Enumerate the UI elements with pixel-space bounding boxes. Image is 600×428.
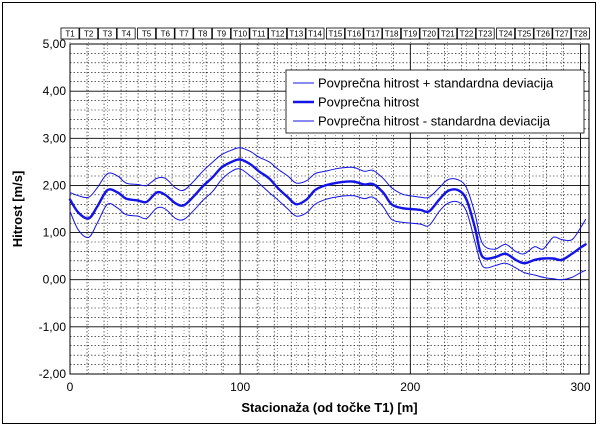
- point-marker-label: T9: [217, 30, 227, 39]
- point-marker-box: [116, 27, 136, 40]
- point-marker-label: T17: [366, 30, 380, 39]
- point-marker-label: T7: [179, 30, 189, 39]
- y-tick-label: 5,00: [43, 37, 67, 51]
- point-marker-label: T11: [252, 30, 266, 39]
- point-marker-label: T10: [233, 30, 247, 39]
- x-axis-title: Stacionaža (od točke T1) [m]: [241, 400, 417, 415]
- point-marker-label: T16: [347, 30, 361, 39]
- point-marker-box: [363, 27, 383, 40]
- point-marker-label: T23: [478, 30, 492, 39]
- point-marker-box: [533, 27, 553, 40]
- legend: Povprečna hitrost + standardna deviacija…: [285, 69, 585, 134]
- point-marker-box: [382, 27, 402, 40]
- legend-label: Povprečna hitrost + standardna deviacija: [318, 76, 554, 91]
- point-marker-label: T15: [329, 30, 343, 39]
- x-tick-label: 0: [67, 380, 74, 394]
- legend-label: Povprečna hitrost - standardna deviacija: [318, 114, 551, 129]
- point-marker-label: T13: [289, 30, 303, 39]
- point-marker-label: T4: [121, 30, 131, 39]
- point-marker-label: T18: [385, 30, 399, 39]
- point-marker-box: [268, 27, 288, 40]
- point-marker-label: T20: [422, 30, 436, 39]
- point-marker-box: [230, 27, 250, 40]
- x-tick-label: 300: [570, 380, 590, 394]
- point-marker-label: T6: [161, 30, 171, 39]
- point-marker-box: [496, 27, 516, 40]
- point-marker-box: [419, 27, 439, 40]
- series-lines: [68, 147, 587, 281]
- point-marker-box: [400, 27, 420, 40]
- x-tick-label: 100: [230, 380, 250, 394]
- point-marker-label: T12: [271, 30, 285, 39]
- point-marker-label: T28: [574, 30, 588, 39]
- point-marker-box: [60, 27, 80, 40]
- point-marker-box: [137, 27, 156, 40]
- point-marker-box: [98, 27, 117, 40]
- point-marker-label: T25: [517, 30, 531, 39]
- y-tick-label: 4,00: [43, 84, 67, 98]
- point-marker-box: [552, 27, 572, 40]
- point-marker-box: [286, 27, 306, 40]
- point-marker-box: [174, 27, 194, 40]
- point-marker-row: T1 T2 T3 T4 T5 T6 T7 T8 T9 T10 T11 T12 T13 T14 T15 T16 T…: [60, 27, 590, 374]
- y-axis-title: Hitrost [m/s]: [10, 171, 25, 248]
- point-marker-label: T22: [460, 30, 474, 39]
- point-marker-label: T2: [84, 30, 94, 39]
- point-marker-box: [326, 27, 345, 40]
- point-marker-box: [514, 27, 534, 40]
- point-marker-box: [212, 27, 231, 40]
- y-tick-label: -2,00: [39, 367, 67, 381]
- point-marker-box: [249, 27, 269, 40]
- series-line-minus-sd: [69, 168, 587, 281]
- point-marker-label: T26: [536, 30, 550, 39]
- point-marker-box: [571, 27, 590, 40]
- point-marker-box: [344, 27, 364, 40]
- point-marker-box: [475, 27, 495, 40]
- legend-box: [285, 69, 585, 134]
- point-marker-label: T27: [555, 30, 569, 39]
- y-tick-label: -1,00: [39, 320, 67, 334]
- point-marker-label: T1: [65, 30, 75, 39]
- legend-label: Povprečna hitrost: [318, 95, 420, 110]
- point-marker-label: T14: [308, 30, 322, 39]
- y-tick-label: 1,00: [43, 226, 67, 240]
- y-axis-tick-labels: -2,00 -1,00 0,00 1,00 2,00 3,00 4,00 5,00: [39, 37, 67, 381]
- point-marker-box: [155, 27, 175, 40]
- x-tick-label: 200: [400, 380, 420, 394]
- x-axis-tick-labels: 0 100 200 300: [67, 380, 591, 394]
- point-marker-box: [438, 27, 458, 40]
- point-marker-label: T21: [441, 30, 455, 39]
- point-marker-box: [305, 27, 325, 40]
- point-marker-label: T24: [499, 30, 513, 39]
- series-line-plus-sd: [69, 147, 587, 255]
- point-marker-box: [457, 27, 476, 40]
- point-marker-box: [79, 27, 99, 40]
- point-marker-label: T19: [403, 30, 417, 39]
- point-marker-label: T5: [142, 30, 152, 39]
- y-tick-label: 3,00: [43, 131, 67, 145]
- y-tick-label: 2,00: [43, 178, 67, 192]
- point-marker-box: [193, 27, 213, 40]
- series-line-mean: [68, 158, 587, 265]
- point-marker-label: T8: [198, 30, 208, 39]
- point-marker-label: T3: [103, 30, 113, 39]
- y-tick-label: 0,00: [43, 273, 67, 287]
